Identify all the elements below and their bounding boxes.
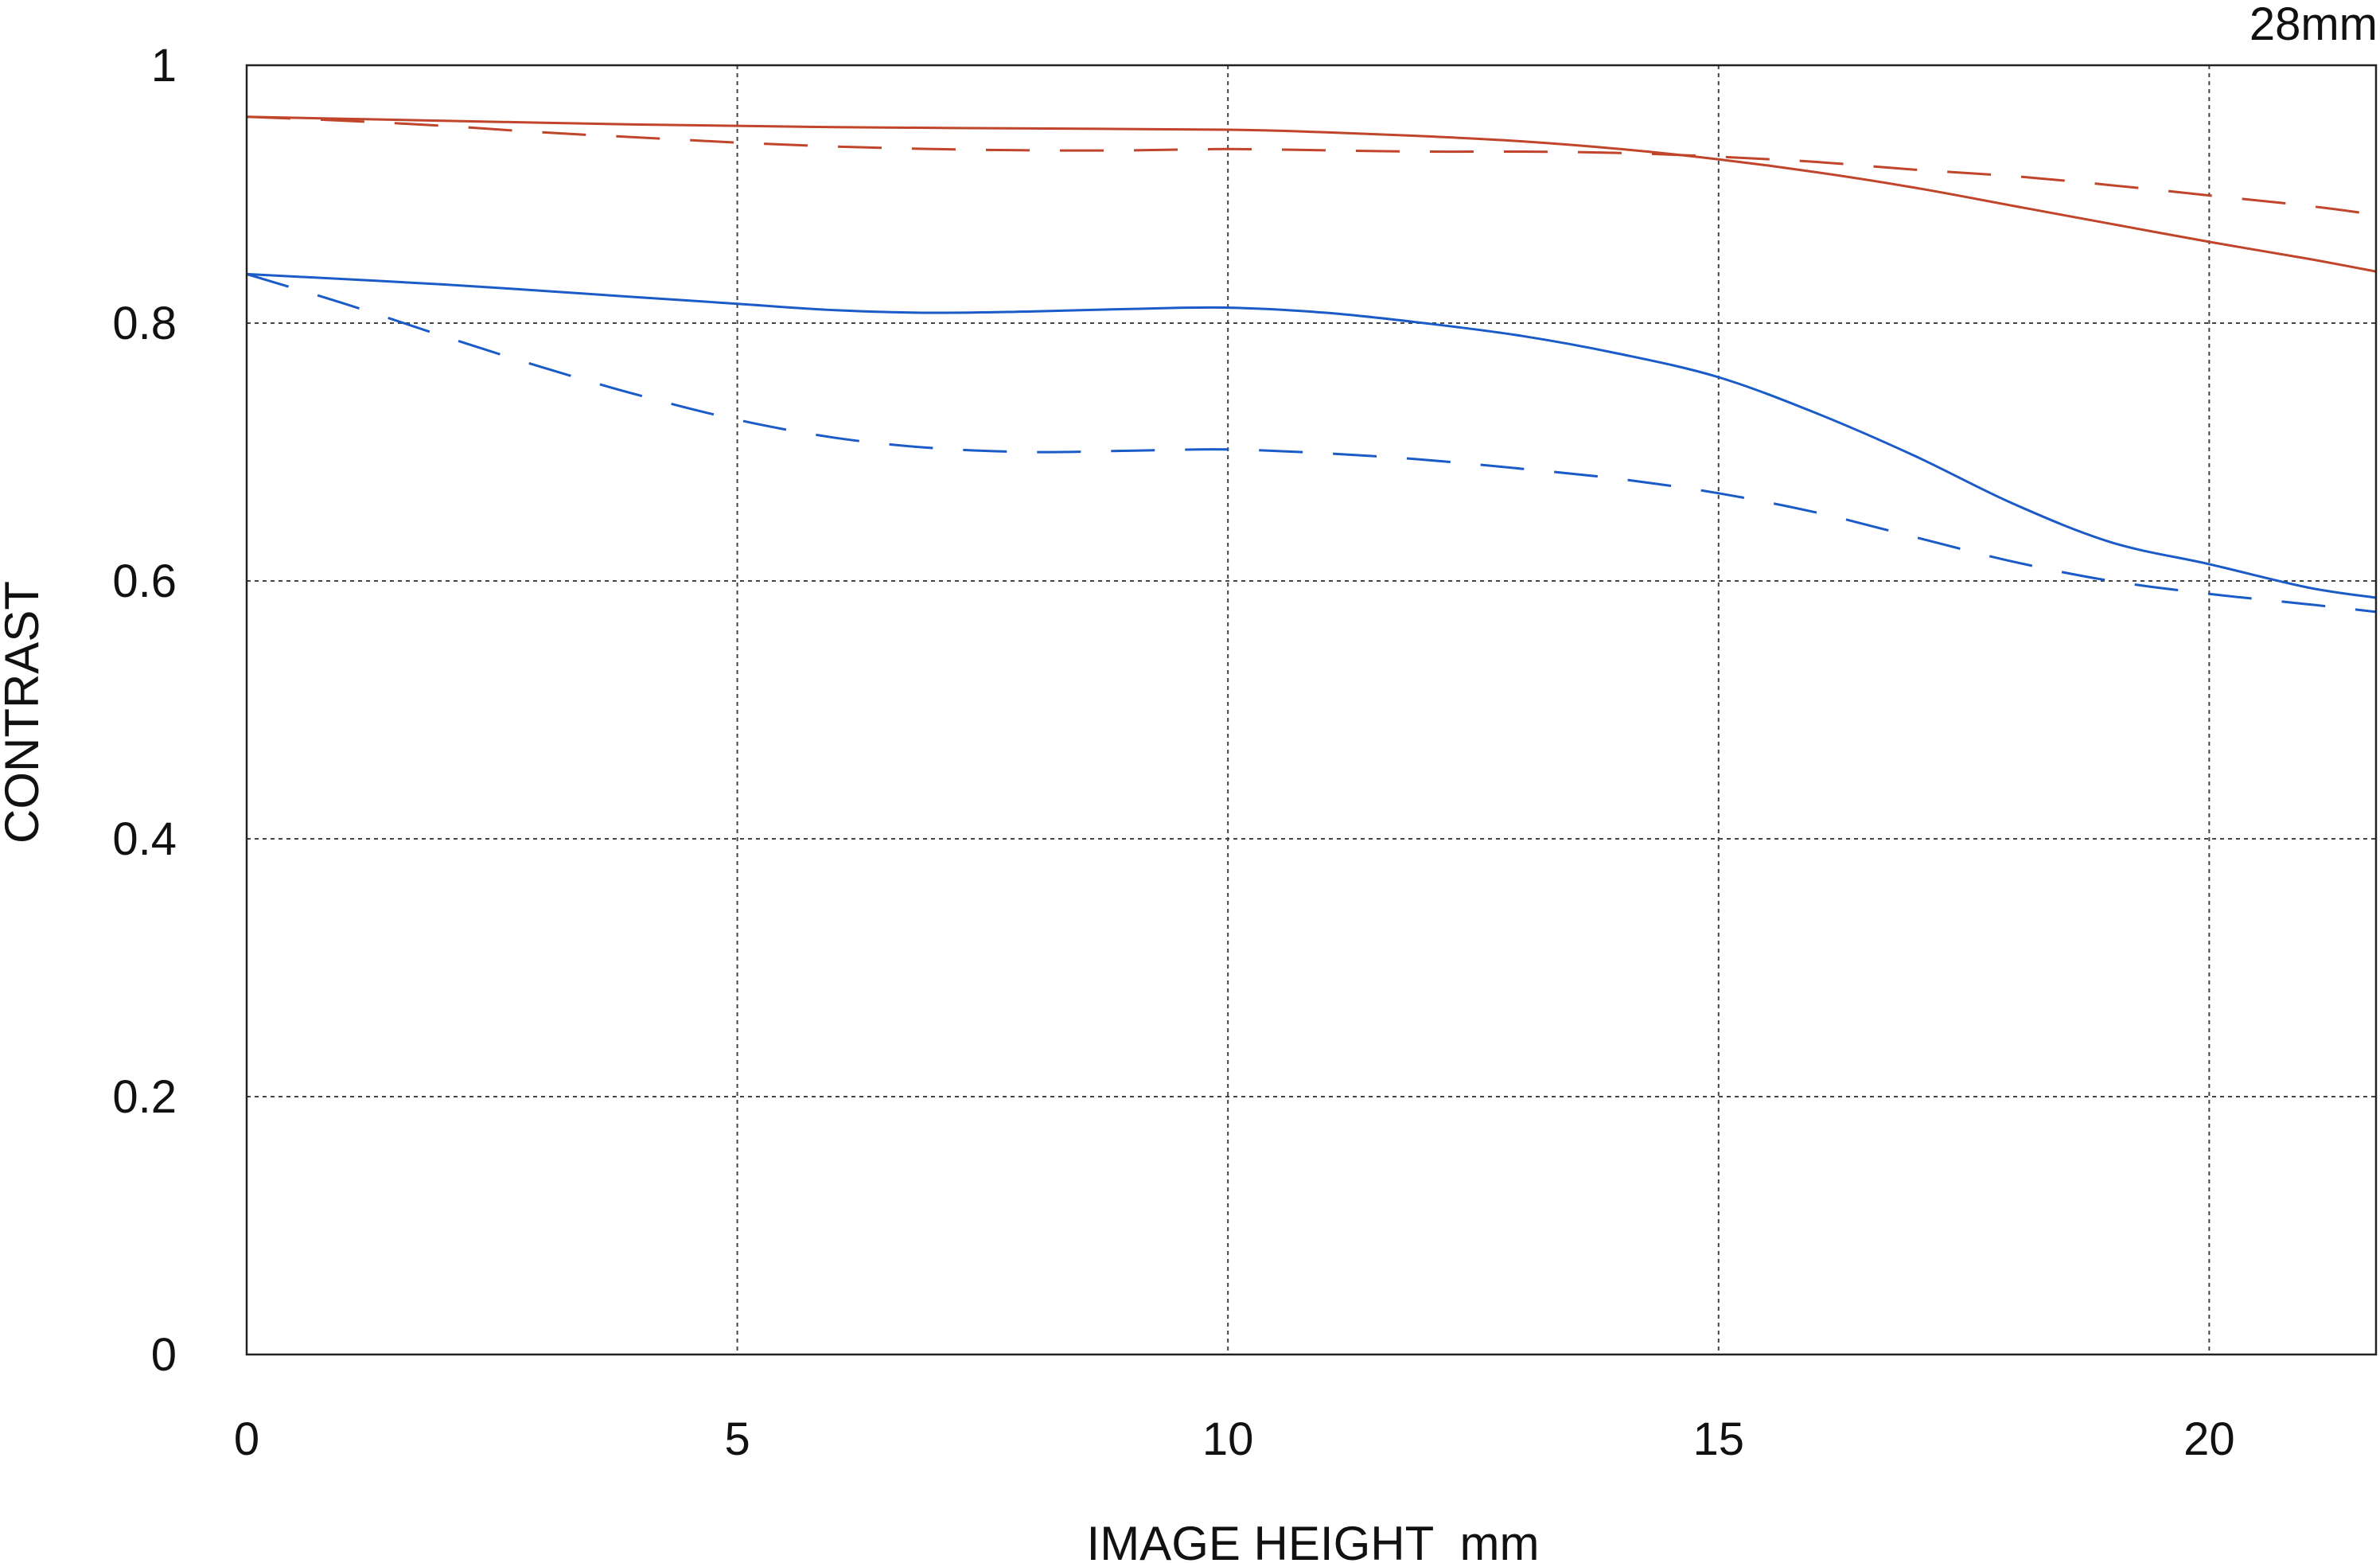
series-line-3 [246, 272, 2377, 599]
y-tick-label: 1 [151, 40, 177, 92]
y-axis-title: CONTRAST [0, 581, 49, 844]
series-line-1 [246, 115, 2377, 273]
series-lines [246, 115, 2377, 614]
y-tick-label: 0 [151, 1329, 177, 1381]
y-tick-label: 0.8 [112, 298, 177, 349]
x-tick-label: 0 [234, 1413, 259, 1465]
y-tick-label: 0.6 [112, 555, 177, 607]
x-axis-title: IMAGE HEIGHT mm [1087, 1517, 1540, 1563]
x-tick-label: 10 [1202, 1413, 1254, 1465]
chart-title: 28mm [2250, 0, 2378, 50]
x-tick-label: 15 [1693, 1413, 1745, 1465]
series-line-2 [246, 115, 2377, 216]
grid-lines [247, 65, 2376, 1354]
y-tick-label: 0.2 [112, 1071, 177, 1123]
series-line-4 [246, 272, 2377, 614]
x-tick-label: 20 [2183, 1413, 2235, 1465]
y-tick-label: 0.4 [112, 813, 177, 865]
y-tick-labels: 0 0.2 0.4 0.6 0.8 1 [112, 40, 177, 1381]
x-tick-labels: 0 5 10 15 20 [234, 1413, 2235, 1465]
x-tick-label: 5 [724, 1413, 750, 1465]
plot-frame [245, 64, 2378, 1356]
